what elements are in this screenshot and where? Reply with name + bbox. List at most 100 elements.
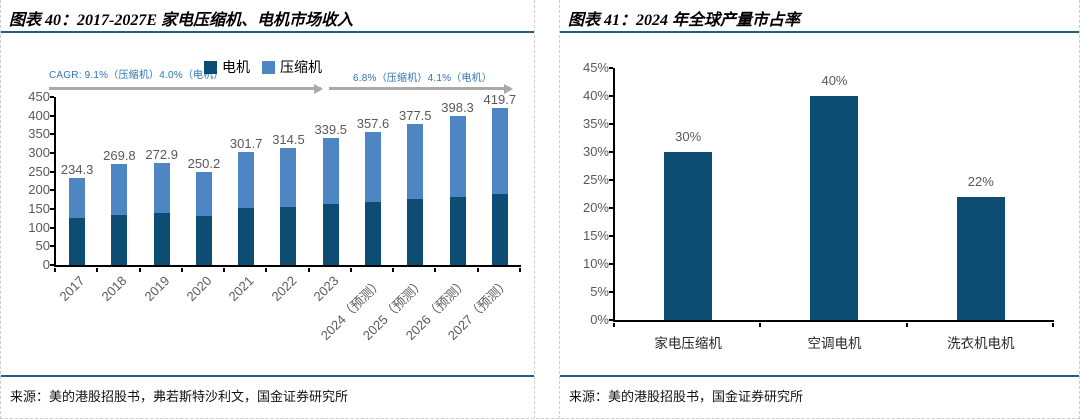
bar-total-label: 250.2 [187,155,221,171]
bar-total-label: 314.5 [272,131,305,147]
y-axis-tick-mark [50,96,54,98]
x-axis-category-label: 空调电机 [807,336,862,351]
y-axis-tick-mark [50,264,54,266]
bar-segment-motor [280,206,297,265]
bar-value-label: 22% [967,173,994,189]
y-axis-tick-mark [50,226,54,229]
bar-group: 357.6 2024（预测） [318,97,394,343]
y-axis-tick-label: 100 [28,219,50,235]
bar-total-label: 339.5 [314,122,347,138]
bar-group: 234.3 2017 [56,97,98,305]
x-axis-tick-mark [434,267,437,272]
y-axis-tick-label: 350 [28,126,50,142]
y-axis-tick-label: 400 [28,107,50,123]
cagr-arrow-historical [49,83,323,94]
y-axis-tick-mark [609,95,613,97]
bar-value-label: 40% [821,73,848,88]
bar-segment-motor [153,213,170,265]
x-axis-category-label: 2019 [141,273,173,305]
cagr-annotation-historical: CAGR: 9.1%（压缩机）4.0%（电机） [49,70,224,81]
y-axis-tick-mark [609,179,613,181]
legend-label-compressor: 压缩机 [280,61,322,76]
bar-group: 272.9 2019 [141,97,183,304]
bar-segment-compressor [69,177,86,218]
bar-segment-motor [111,214,128,265]
bar-segment-motor [69,217,86,265]
x-axis-category-label: 家电压缩机 [654,336,722,351]
bar-segment-compressor [491,108,508,195]
y-axis-tick-label: 15% [582,228,609,243]
x-axis-tick-mark [307,267,310,272]
panel-figure-40: 图表 40：2017-2027E 家电压缩机、电机市场收入 CAGR: 9.1%… [1,0,535,418]
plot-area: 30% 家电压缩机 40% 空调电机 22% 洗衣机电机 [613,68,1054,351]
y-axis-tick-label: 200 [28,182,50,198]
cagr-annotation-forecast: 6.8%（压缩机）4.1%（电机） [353,73,492,84]
bar [664,152,713,320]
x-axis-tick-mark [138,267,141,272]
y-axis-tick-label: 5% [590,284,609,299]
x-axis-tick-mark [223,267,226,272]
bar-total-label: 269.8 [103,148,136,164]
bar-total-label: 398.3 [441,100,474,116]
bar-segment-compressor [407,124,424,199]
y-axis-tick-label: 50 [35,238,50,254]
bar-segment-motor [238,208,255,265]
x-axis-tick-mark [476,267,479,272]
y-axis-tick-mark [609,263,613,265]
chart-legend: 电机 压缩机 [204,57,322,77]
bar-total-label: 357.6 [356,115,390,131]
y-axis-tick-label: 450 [28,89,50,104]
bar-total-label: 301.7 [229,136,263,152]
legend-item-motor: 电机 [204,57,250,77]
y-axis-tick-label: 300 [28,145,50,160]
y-axis-tick-label: 30% [582,144,609,159]
bar-segment-compressor [280,147,297,207]
y-axis-tick-label: 0 [42,257,50,272]
x-axis-tick-mark [1052,322,1054,327]
x-axis-tick-mark [759,322,762,327]
x-axis-tick-mark [265,267,268,272]
x-axis-category-label: 洗衣机电机 [947,336,1015,351]
y-axis-tick-mark [50,152,54,154]
y-axis-tick-label: 35% [582,116,609,131]
cagr-arrow-forecast [329,83,513,94]
y-axis-tick-label: 25% [582,172,609,187]
bar-segment-compressor [449,116,466,198]
bar-group: 339.5 2023 [310,97,352,304]
bar-group: 250.2 2020 [183,97,225,304]
y-axis-tick-mark [609,291,613,293]
legend-item-compressor: 压缩机 [262,57,322,77]
y-axis-tick-mark [50,189,54,192]
y-axis-tick-mark [609,207,613,209]
bar-group: 30% 家电压缩机 [615,68,761,351]
plot-area: 234.3 2017 269.8 2018 272.9 2019 250.2 2020 301.… [54,92,521,343]
y-axis-tick-label: 10% [582,256,609,271]
figure-41-source: 来源：美的港股招股书，国金证券研究所 [569,389,804,404]
bar-segment-motor [364,201,381,265]
x-axis-tick-mark [519,267,521,272]
bar-group: 398.3 2026（预测） [402,97,478,343]
legend-swatch-motor [204,60,217,74]
panel-figure-41: 图表 41：2024 年全球产量市占率 来源：美的港股招股书，国金证券研究所 4… [560,0,1079,418]
x-axis-tick-mark [54,267,56,272]
y-axis-tick-mark [50,245,54,248]
bar [810,96,859,320]
bar-group: 22% 洗衣机电机 [908,68,1054,351]
bar-segment-compressor [238,152,255,209]
y-axis-tick-mark [50,208,54,210]
bar [956,196,1005,320]
title-divider-line [560,31,1079,33]
bar-total-label: 419.7 [483,92,517,108]
x-axis-category-label: 2018 [98,273,131,305]
figure-41-title: 图表 41：2024 年全球产量市占率 [568,12,801,29]
bar-segment-compressor [364,131,381,202]
y-axis-tick-mark [50,114,54,117]
x-axis-tick-mark [392,267,395,272]
bar-total-label: 377.5 [398,108,432,124]
legend-label-motor: 电机 [222,61,250,76]
x-axis-category-label: 2021 [225,273,257,305]
y-axis-tick-label: 250 [28,163,50,179]
bar-segment-compressor [153,163,170,214]
bar-segment-motor [195,216,212,265]
source-divider-line [1,375,534,377]
